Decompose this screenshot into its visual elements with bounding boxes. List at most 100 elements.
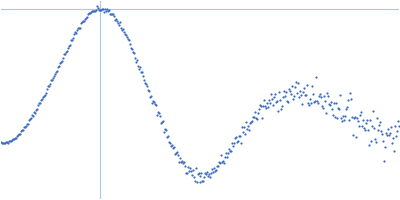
Point xyxy=(80,20,87,23)
Point xyxy=(253,116,260,119)
Point xyxy=(262,105,269,108)
Point xyxy=(269,97,276,100)
Point xyxy=(20,125,27,128)
Point xyxy=(36,101,42,105)
Point xyxy=(173,150,180,154)
Point xyxy=(187,170,194,173)
Point xyxy=(241,125,248,129)
Point xyxy=(50,76,56,80)
Point xyxy=(10,137,17,141)
Point xyxy=(174,153,181,156)
Point xyxy=(128,48,135,51)
Point xyxy=(393,134,400,137)
Point xyxy=(139,75,146,78)
Point xyxy=(160,130,167,133)
Point xyxy=(140,79,147,82)
Point xyxy=(50,74,57,77)
Point xyxy=(64,47,71,50)
Point xyxy=(158,121,165,124)
Point xyxy=(12,137,18,140)
Point xyxy=(278,107,285,110)
Point xyxy=(369,124,376,127)
Point xyxy=(90,9,97,12)
Point xyxy=(238,141,245,145)
Point xyxy=(185,170,192,173)
Point xyxy=(362,128,368,132)
Point xyxy=(170,145,177,148)
Point xyxy=(195,171,202,174)
Point xyxy=(97,9,104,12)
Point xyxy=(217,161,224,164)
Point xyxy=(327,103,334,107)
Point xyxy=(119,28,126,31)
Point xyxy=(200,179,207,182)
Point xyxy=(214,165,221,168)
Point xyxy=(373,140,380,144)
Point xyxy=(123,36,130,39)
Point xyxy=(192,167,199,170)
Point xyxy=(381,160,388,163)
Point xyxy=(86,11,92,14)
Point xyxy=(14,134,20,137)
Point xyxy=(82,17,88,21)
Point xyxy=(298,93,305,96)
Point xyxy=(256,107,263,111)
Point xyxy=(336,108,342,111)
Point xyxy=(235,139,242,143)
Point xyxy=(179,161,186,165)
Point xyxy=(230,144,237,147)
Point xyxy=(348,97,354,100)
Point xyxy=(293,80,300,84)
Point xyxy=(284,100,291,103)
Point xyxy=(114,21,121,25)
Point xyxy=(78,22,84,25)
Point xyxy=(245,124,252,127)
Point xyxy=(209,167,216,171)
Point xyxy=(146,95,153,98)
Point xyxy=(144,88,151,92)
Point xyxy=(198,171,205,174)
Point xyxy=(203,172,210,175)
Point xyxy=(244,127,251,131)
Point xyxy=(166,142,173,145)
Point xyxy=(232,136,239,140)
Point xyxy=(68,38,74,41)
Point xyxy=(117,26,124,29)
Point xyxy=(60,52,67,55)
Point xyxy=(68,38,75,41)
Point xyxy=(364,118,370,121)
Point xyxy=(168,143,175,146)
Point xyxy=(145,90,152,93)
Point xyxy=(328,100,334,103)
Point xyxy=(205,174,212,177)
Point xyxy=(184,166,191,169)
Point xyxy=(70,33,77,36)
Point xyxy=(103,7,110,10)
Point xyxy=(342,115,348,118)
Point xyxy=(247,122,254,125)
Point xyxy=(213,168,220,171)
Point xyxy=(30,114,36,117)
Point xyxy=(66,44,72,47)
Point xyxy=(250,115,257,118)
Point xyxy=(138,70,145,73)
Point xyxy=(156,115,163,118)
Point xyxy=(183,171,190,174)
Point xyxy=(180,160,187,163)
Point xyxy=(387,131,394,134)
Point xyxy=(368,139,374,142)
Point xyxy=(130,51,137,55)
Point xyxy=(303,93,310,96)
Point xyxy=(346,118,352,122)
Point xyxy=(98,7,105,10)
Point xyxy=(6,139,13,142)
Point xyxy=(0,141,7,144)
Point xyxy=(149,100,156,103)
Point xyxy=(356,125,362,128)
Point xyxy=(338,116,344,119)
Point xyxy=(351,116,358,119)
Point xyxy=(251,116,258,119)
Point xyxy=(281,89,288,93)
Point xyxy=(36,101,43,104)
Point xyxy=(264,102,271,105)
